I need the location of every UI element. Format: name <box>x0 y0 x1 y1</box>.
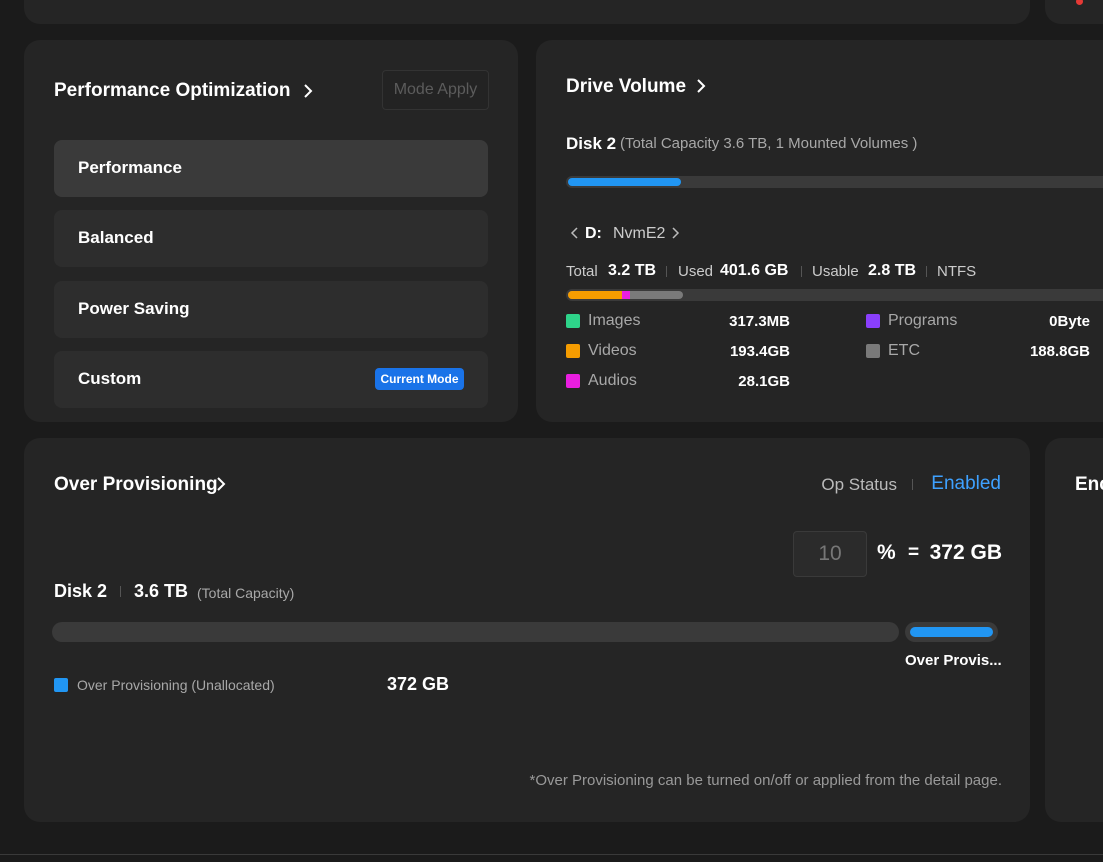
prev-volume[interactable] <box>570 226 580 240</box>
filesystem: NTFS <box>937 263 977 280</box>
legend-value: 193.4GB <box>729 343 790 360</box>
op-bar <box>905 622 998 642</box>
next-volume[interactable] <box>670 226 680 240</box>
side-card: Enc <box>1045 438 1103 822</box>
legend-name: Images <box>588 312 641 329</box>
disk-bar <box>566 176 1103 188</box>
mode-option[interactable]: Custom Current Mode <box>54 351 488 408</box>
legend-value: 317.3MB <box>729 313 790 330</box>
top-card <box>24 0 1030 24</box>
mode-label: Balanced <box>78 228 154 247</box>
disk-name: Disk 2 <box>566 134 617 153</box>
card-title[interactable]: Over Provisioning <box>54 474 218 495</box>
legend-value: 0Byte <box>1049 313 1090 330</box>
chevron <box>697 79 706 93</box>
disk-capacity: 3.6 TB <box>134 581 189 601</box>
disk-bar-fill <box>568 178 681 186</box>
volume-letter: D: <box>585 225 602 242</box>
top-card-right <box>1045 0 1103 24</box>
legend-value: 188.8GB <box>1029 343 1090 360</box>
stat-value: 2.8 TB <box>868 262 917 279</box>
stat-label: Used <box>678 263 714 280</box>
status-dot <box>1076 0 1083 5</box>
stat-label: Total <box>566 263 598 280</box>
stat-value: 3.2 TB <box>608 262 657 279</box>
legend-value: 372 GB <box>387 674 450 694</box>
mode-label: Custom <box>78 369 142 388</box>
footnote: *Over Provisioning can be turned on/off … <box>529 772 1002 789</box>
stat-value: 401.6 GB <box>720 262 789 279</box>
current-mode-badge: Current Mode <box>375 368 464 390</box>
volume-name: NvmE2 <box>613 225 666 242</box>
allocated-bar <box>52 622 899 642</box>
chevron <box>304 84 313 98</box>
disk-name: Disk 2 <box>54 581 108 601</box>
capacity-note: (Total Capacity) <box>197 585 295 601</box>
chevron <box>217 477 226 491</box>
percent-input[interactable]: 10 <box>793 531 867 577</box>
legend-name: Videos <box>588 342 637 359</box>
drive-card: Drive Volume Disk 2 (Total Capacity 3.6 … <box>536 40 1103 422</box>
mode-option[interactable]: Balanced <box>54 210 488 267</box>
legend-name: ETC <box>888 342 920 359</box>
usage-fill <box>568 291 683 299</box>
op-bar-fill <box>910 627 993 637</box>
performance-card: Performance Optimization Mode Apply Perf… <box>24 40 518 422</box>
mode-label: Performance <box>78 158 182 177</box>
op-bar-label: Over Provis... <box>905 652 1002 669</box>
legend-name: Over Provisioning (Unallocated) <box>77 677 275 693</box>
legend-value: 28.1GB <box>738 373 790 390</box>
card-title[interactable]: Performance Optimization <box>54 80 291 101</box>
legend-name: Programs <box>888 312 958 329</box>
legend-name: Audios <box>588 372 637 389</box>
mode-option[interactable]: Performance <box>54 140 488 197</box>
percent-sign: % <box>877 541 896 564</box>
card-title[interactable]: Drive Volume <box>566 76 687 97</box>
status-label: Op Status <box>821 475 897 494</box>
disk-capacity: (Total Capacity 3.6 TB, 1 Mounted Volume… <box>620 135 918 152</box>
mode-option[interactable]: Power Saving <box>54 281 488 338</box>
usage-bar <box>566 289 1103 301</box>
status-value: Enabled <box>931 473 1001 494</box>
mode-label: Power Saving <box>78 299 190 318</box>
stat-label: Usable <box>812 263 859 280</box>
mode-apply-button[interactable]: Mode Apply <box>382 70 489 110</box>
op-size: 372 GB <box>929 541 1002 564</box>
op-card: Over Provisioning Op Status Enabled 10 %… <box>24 438 1030 822</box>
equals: = <box>908 542 920 563</box>
bottom-border <box>0 854 1103 855</box>
card-title[interactable]: Enc <box>1075 474 1103 495</box>
